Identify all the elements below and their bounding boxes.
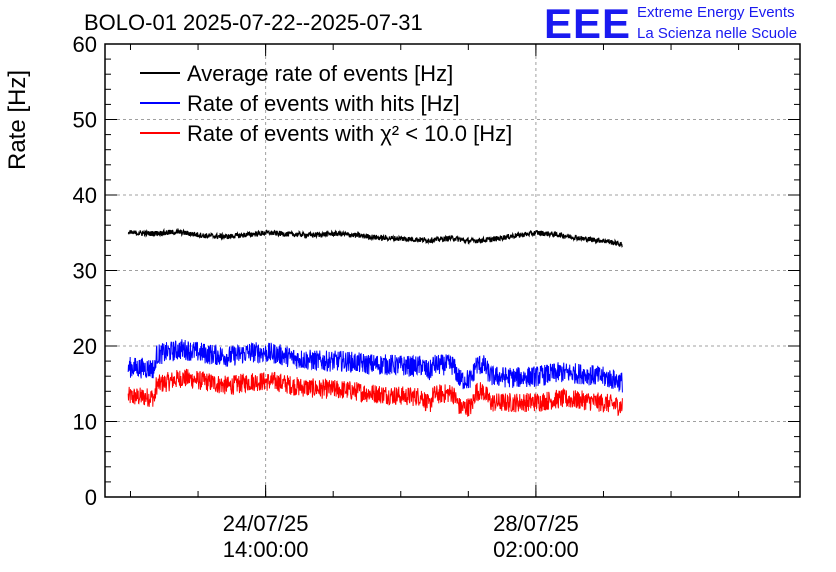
y-tick-label: 50: [73, 108, 97, 133]
x-tick-label: 24/07/25: [223, 511, 309, 536]
series-line-0: [127, 227, 623, 248]
chart-title: BOLO-01 2025-07-22--2025-07-31: [84, 10, 423, 35]
y-tick-label: 60: [73, 32, 97, 57]
x-tick-label: 02:00:00: [493, 537, 579, 562]
logo-line-2: La Scienza nelle Scuole: [637, 25, 798, 42]
y-tick-label: 10: [73, 410, 97, 435]
series-line-1: [127, 339, 623, 393]
plot-frame: [104, 43, 801, 498]
series-line-2: [127, 368, 623, 417]
y-tick-label: 20: [73, 334, 97, 359]
eee-logo: EEE: [544, 0, 632, 47]
x-tick-label: 28/07/25: [493, 511, 579, 536]
legend-label-0: Average rate of events [Hz]: [187, 61, 453, 86]
y-axis-label: Rate [Hz]: [4, 69, 31, 170]
logo-line-1: Extreme Energy Events: [637, 4, 795, 21]
x-tick-label: 14:00:00: [223, 537, 309, 562]
legend-label-1: Rate of events with hits [Hz]: [187, 91, 460, 116]
legend-label-2: Rate of events with χ² < 10.0 [Hz]: [187, 121, 512, 146]
y-tick-label: 0: [85, 485, 97, 510]
y-tick-label: 40: [73, 183, 97, 208]
y-tick-label: 30: [73, 259, 97, 284]
